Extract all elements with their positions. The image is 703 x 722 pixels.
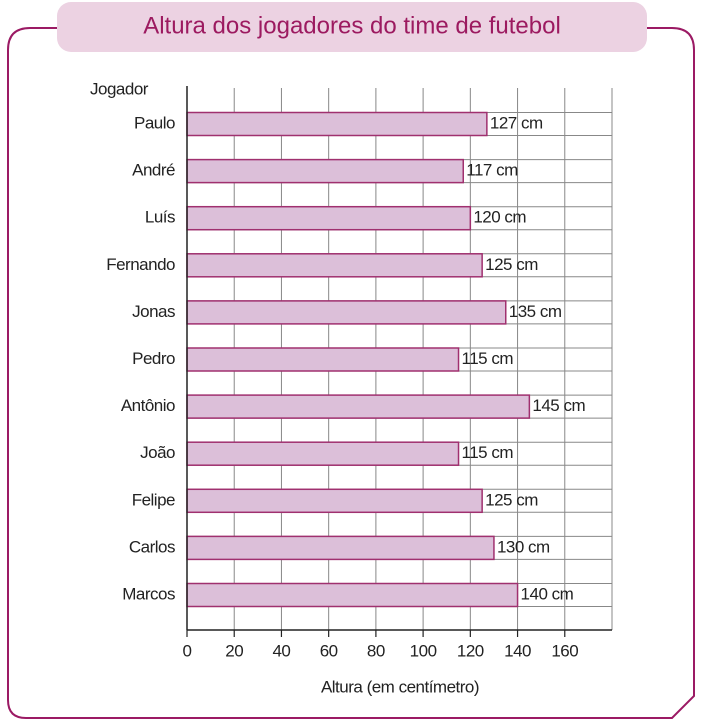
y-tick-label: João <box>140 443 175 462</box>
y-tick-label: Luís <box>145 208 175 227</box>
bar <box>186 488 483 514</box>
frame <box>7 27 695 719</box>
value-label: 140 cm <box>521 584 574 603</box>
x-tick-label: 160 <box>551 641 578 660</box>
value-label: 130 cm <box>497 537 550 556</box>
y-tick-label: Paulo <box>134 113 175 132</box>
bar <box>186 347 460 372</box>
y-tick-label: Fernando <box>106 255 175 274</box>
y-tick-label: Felipe <box>132 490 175 509</box>
value-label: 117 cm <box>466 161 518 180</box>
value-label: 127 cm <box>490 113 543 132</box>
bar <box>186 394 531 419</box>
value-label: 125 cm <box>485 255 538 274</box>
value-label: 120 cm <box>473 208 526 227</box>
bar <box>186 535 495 561</box>
bar <box>186 441 460 466</box>
x-tick-label: 0 <box>183 641 192 660</box>
y-axis-label: Jogador <box>90 79 149 98</box>
y-tick-label: Carlos <box>129 537 175 556</box>
title-tab <box>57 2 647 52</box>
x-tick-label: 20 <box>225 641 243 660</box>
bar <box>186 111 488 137</box>
x-tick-label: 40 <box>272 641 290 660</box>
bar <box>186 582 519 608</box>
value-label: 115 cm <box>462 349 514 368</box>
bar <box>186 253 483 278</box>
y-tick-label: Pedro <box>132 349 175 368</box>
chart-title: Altura dos jogadores do time de futebol <box>143 12 561 39</box>
value-label: 135 cm <box>509 302 562 321</box>
x-tick-label: 60 <box>320 641 338 660</box>
bar <box>186 158 464 184</box>
x-tick-label: 120 <box>457 641 484 660</box>
bar <box>186 205 472 231</box>
value-label: 125 cm <box>485 490 538 509</box>
x-axis-label: Altura (em centímetro) <box>321 677 479 696</box>
x-tick-label: 140 <box>504 641 531 660</box>
y-tick-label: André <box>132 161 175 180</box>
y-tick-label: Marcos <box>122 584 175 603</box>
x-tick-label: 100 <box>410 641 437 660</box>
y-tick-label: Antônio <box>121 396 175 415</box>
value-label: 145 cm <box>532 396 585 415</box>
bar <box>186 300 507 325</box>
x-tick-label: 80 <box>367 641 385 660</box>
value-label: 115 cm <box>462 443 514 462</box>
y-tick-label: Jonas <box>132 302 175 321</box>
